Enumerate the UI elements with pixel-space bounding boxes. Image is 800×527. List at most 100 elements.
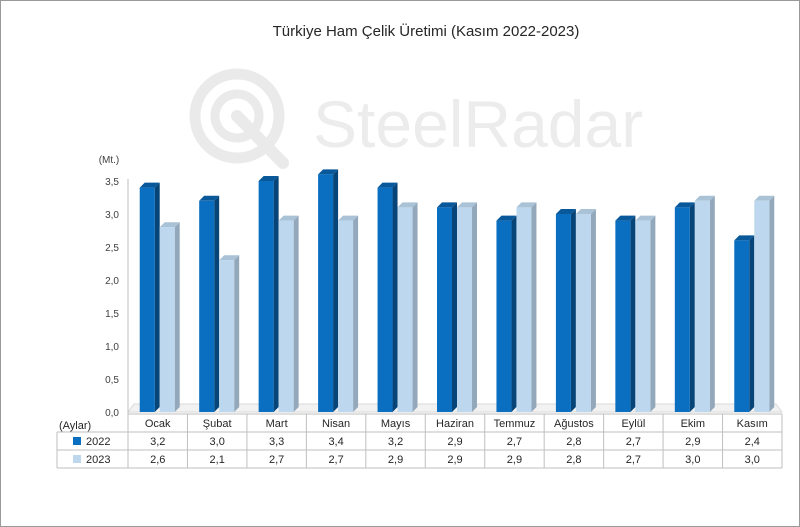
table-cell: 2,1 [210,454,225,466]
bar-front [437,207,452,412]
legend-swatch [73,437,81,445]
table-cell: 2,7 [626,454,641,466]
table-cell: 2,9 [447,436,462,448]
bar-front [258,181,274,412]
bar-top [437,202,457,208]
y-tick-label: 0,0 [105,408,119,419]
bar-front [496,220,512,412]
y-tick-label: 2,5 [105,243,119,254]
table-cell: 3,0 [745,454,760,466]
bar-2022-Eylül [615,215,636,412]
table-cell: 2,9 [447,454,462,466]
bar-side [769,195,775,412]
bar-2022-Nisan [318,169,339,412]
bar-side [452,202,457,412]
bar-top [615,215,636,221]
bar-front [575,214,591,412]
bar-top [555,209,576,214]
bar-2022-Kasım [734,235,755,412]
bar-side [234,255,240,412]
bar-front [278,220,294,412]
x-tick-label: Nisan [322,418,350,430]
bar-top [278,215,299,221]
table-cell: 2,7 [269,454,284,466]
bar-2023-Şubat [219,255,240,412]
bar-side [511,215,517,412]
bar-side [570,209,576,412]
y-axis: 0,0 0,5 1,0 1,5 2,0 2,5 3,0 3,5 [105,177,119,419]
table-cell: 2,9 [388,454,403,466]
table-cell: 2,9 [507,454,522,466]
bar-front [754,200,770,412]
y-tick-label: 3,0 [105,210,119,221]
bar-top [219,255,240,261]
bar-2022-Mart [258,176,279,412]
bar-top [377,182,398,188]
bar-top [754,195,775,201]
x-tick-label: Haziran [436,418,474,430]
bar-top [734,235,755,241]
bar-top [496,215,517,221]
table-cell: 2,7 [507,436,522,448]
bar-side [709,195,715,412]
table-cell: 3,0 [210,436,225,448]
table-cell: 3,3 [269,436,284,448]
bar-side [531,202,537,412]
bar-side [749,235,755,412]
bar-side [293,215,299,412]
bar-2022-Ekim [674,202,695,412]
bar-side [689,202,695,412]
bar-front [457,207,472,412]
table-cell: 2,8 [566,436,581,448]
bar-side [273,176,279,412]
data-table: (Aylar) Ocak Şubat Mart Nisan Mayıs Haziran Te… [56,179,783,469]
bar-2022-Haziran [437,202,457,412]
bar-side [630,215,636,412]
table-cell: 3,2 [150,436,165,448]
bar-top [159,222,180,228]
bar-2023-Ocak [159,222,180,412]
bar-2023-Nisan [338,215,359,412]
y-tick-label: 3,5 [105,177,119,188]
bar-side [590,209,596,412]
bar-2022-Temmuz [496,215,517,412]
bar-2023-Kasım [754,195,775,412]
bar-2023-Mart [278,215,299,412]
bar-2023-Eylül [635,215,656,412]
legend-label: 2023 [86,454,110,466]
bar-side [650,215,656,412]
bar-top [338,215,359,221]
bar-side [214,195,220,412]
y-unit-label: (Mt.) [99,155,120,166]
table-rows: 2022 3,2 3,0 3,3 3,4 3,2 2,9 2,7 2,8 2,7 2,9 2,4202… [73,436,760,466]
table-cell: 2,6 [150,454,165,466]
bar-front [159,227,175,412]
bar-top [457,202,477,208]
table-cell: 3,0 [685,454,700,466]
x-axis-label: (Aylar) [59,420,91,432]
y-tick-label: 2,0 [105,276,119,287]
table-row-2022: 2022 3,2 3,0 3,3 3,4 3,2 2,9 2,7 2,8 2,7 2,9 2,4 [73,436,760,448]
bar-side [472,202,477,412]
x-tick-label: Ekim [681,418,705,430]
x-tick-label: Ocak [145,418,171,430]
table-cell: 2,7 [626,436,641,448]
table-row-2023: 2023 2,6 2,1 2,7 2,7 2,9 2,9 2,9 2,8 2,7 3,0 3,0 [73,454,760,466]
bar-side [333,169,339,412]
x-tick-label: Şubat [203,418,232,430]
table-cell: 2,9 [685,436,700,448]
chart-title: Türkiye Ham Çelik Üretimi (Kasım 2022-20… [273,22,580,40]
radar-logo-icon [189,68,289,169]
bar-front [674,207,690,412]
bar-top [674,202,695,208]
bar-top [139,182,160,188]
bar-top [397,202,418,208]
table-cell: 2,4 [745,436,760,448]
table-cell: 3,4 [328,436,343,448]
bar-front [139,187,155,412]
bar-2022-Ağustos [555,209,576,412]
bar-front [338,220,354,412]
x-tick-label: Temmuz [494,418,536,430]
